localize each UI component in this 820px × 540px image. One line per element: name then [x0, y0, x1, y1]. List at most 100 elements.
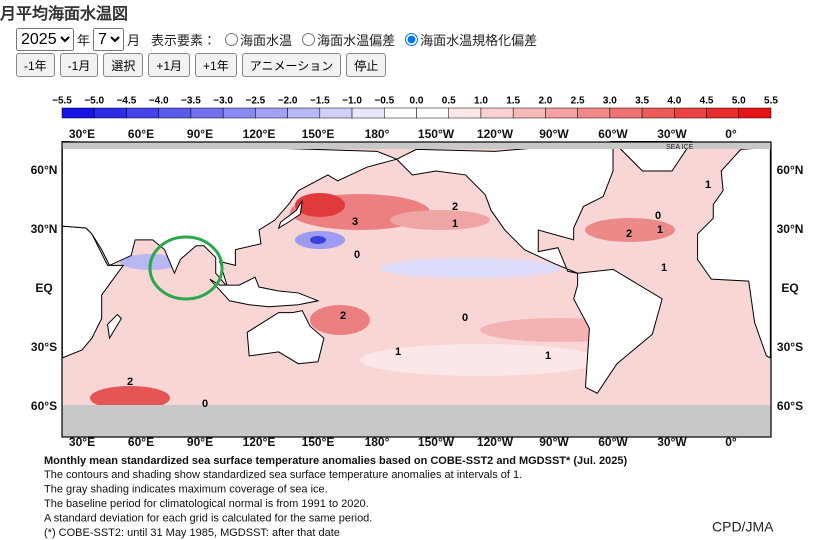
button[interactable]: -1年: [16, 53, 55, 77]
contour-label: 1: [705, 179, 711, 191]
anomaly-shading: [90, 193, 675, 410]
colorbar-segment: [61, 107, 95, 119]
colorbar-segment: [93, 107, 127, 119]
display-label: 表示要素：: [151, 34, 217, 49]
contour-label: 3: [352, 216, 358, 228]
landmass: [697, 146, 771, 359]
year-unit: 年: [77, 34, 91, 49]
colorbar-label: −4.0: [149, 96, 169, 107]
caption-line: A standard deviation for each grid is ca…: [44, 512, 372, 524]
lon-label-bottom: 60°W: [598, 435, 628, 449]
colorbar-label: 5.0: [732, 96, 746, 107]
year-select[interactable]: 2025: [16, 28, 74, 51]
radio[interactable]: [302, 33, 316, 46]
colorbar-label: 0.5: [442, 96, 456, 107]
lon-label-bottom: 150°E: [302, 435, 335, 449]
button[interactable]: -1月: [59, 53, 99, 77]
caption-line: The baseline period for climatological n…: [44, 498, 369, 510]
lon-label-top: 90°E: [187, 127, 213, 141]
colorbar-label: 5.5: [764, 96, 778, 107]
lat-label-left: 30°S: [31, 340, 57, 354]
lon-label-top: 150°W: [418, 127, 455, 141]
contour-label: 2: [340, 310, 346, 322]
lon-label-top: 120°W: [477, 127, 514, 141]
colorbar-segment: [480, 107, 514, 119]
colorbar-segment: [577, 107, 611, 119]
button[interactable]: +1年: [195, 53, 237, 77]
lon-label-top: 120°E: [243, 127, 276, 141]
colorbar-segment: [384, 107, 417, 119]
option-label: 海面水温規格化偏差: [420, 34, 538, 49]
credit: CPD/JMA: [712, 519, 774, 535]
month-select[interactable]: 7: [93, 28, 125, 51]
lat-label-right: 60°S: [777, 399, 803, 413]
colorbar-segment: [158, 107, 192, 119]
landmass: [277, 200, 303, 230]
month-unit: 月: [127, 34, 141, 49]
landmass: [573, 268, 663, 394]
lon-label-bottom: 120°E: [243, 435, 276, 449]
colorbar-label: 3.0: [603, 96, 617, 107]
colorbar-segment: [319, 107, 353, 119]
colorbar-segment: [416, 107, 449, 119]
colorbar-label: 2.0: [538, 96, 552, 107]
contour-label: 0: [655, 210, 661, 222]
lon-label-top: 150°E: [302, 127, 335, 141]
lat-label-right: 30°N: [777, 222, 804, 236]
option[interactable]: 海面水温偏差: [296, 30, 395, 49]
button[interactable]: 選択: [103, 53, 144, 77]
colorbar-segment: [351, 107, 385, 119]
radio[interactable]: [225, 33, 239, 46]
colorbar-label: −3.5: [181, 96, 201, 107]
lat-label-left: 60°N: [31, 163, 58, 177]
colorbar-segment: [641, 107, 675, 119]
contour-label: 1: [395, 346, 401, 358]
contour-label: 0: [354, 249, 360, 261]
contour-label: 1: [452, 218, 458, 230]
colorbar-segment: [706, 107, 740, 119]
radio[interactable]: [405, 33, 419, 46]
lon-label-top: 60°W: [598, 127, 628, 141]
contour-label: 1: [661, 262, 667, 274]
button-row: -1年 -1月 選択 +1月 +1年 アニメーション 停止: [16, 53, 387, 77]
colorbar-segment: [512, 107, 546, 119]
option-label: 海面水温偏差: [317, 34, 396, 49]
options: 海面水温 海面水温偏差 海面水温規格化偏差: [219, 30, 541, 49]
button[interactable]: 停止: [346, 53, 387, 77]
contour-label: 2: [626, 228, 632, 240]
lon-label-top: 180°: [365, 127, 390, 141]
colorbar-label: −3.0: [213, 96, 233, 107]
colorbar-label: −0.5: [374, 96, 394, 107]
highlight-circle: [148, 235, 224, 301]
lon-label-bottom: 180°: [365, 435, 390, 449]
contour-label: 2: [127, 376, 133, 388]
lat-label-left: 30°N: [31, 222, 58, 236]
colorbar-label: 1.5: [506, 96, 520, 107]
option[interactable]: 海面水温規格化偏差: [399, 30, 537, 49]
contour-label: 2: [452, 201, 458, 213]
colorbar-label: 2.5: [571, 96, 585, 107]
lon-label-bottom: 90°W: [539, 435, 569, 449]
colorbar-segment: [126, 107, 159, 119]
lon-label-top: 30°E: [69, 127, 95, 141]
option[interactable]: 海面水温: [219, 30, 292, 49]
colorbar-label: −4.5: [117, 96, 137, 107]
lat-label-right: EQ: [781, 281, 798, 295]
lon-label-bottom: 60°E: [128, 435, 154, 449]
colorbar-segment: [287, 107, 321, 119]
sea-ice-label: SEA ICE: [666, 144, 694, 151]
lon-label-top: 90°W: [539, 127, 569, 141]
colorbar-segment: [255, 107, 288, 119]
lon-label-bottom: 90°E: [187, 435, 213, 449]
contour-label: 1: [545, 350, 551, 362]
colorbar-label: −1.0: [342, 96, 362, 107]
lat-label-left: EQ: [35, 281, 52, 295]
button[interactable]: アニメーション: [241, 53, 342, 77]
land: [61, 140, 771, 394]
colorbar-label: 4.5: [700, 96, 714, 107]
lon-label-bottom: 150°W: [418, 435, 455, 449]
button[interactable]: +1月: [148, 53, 191, 77]
lon-label-bottom: 30°W: [657, 435, 687, 449]
